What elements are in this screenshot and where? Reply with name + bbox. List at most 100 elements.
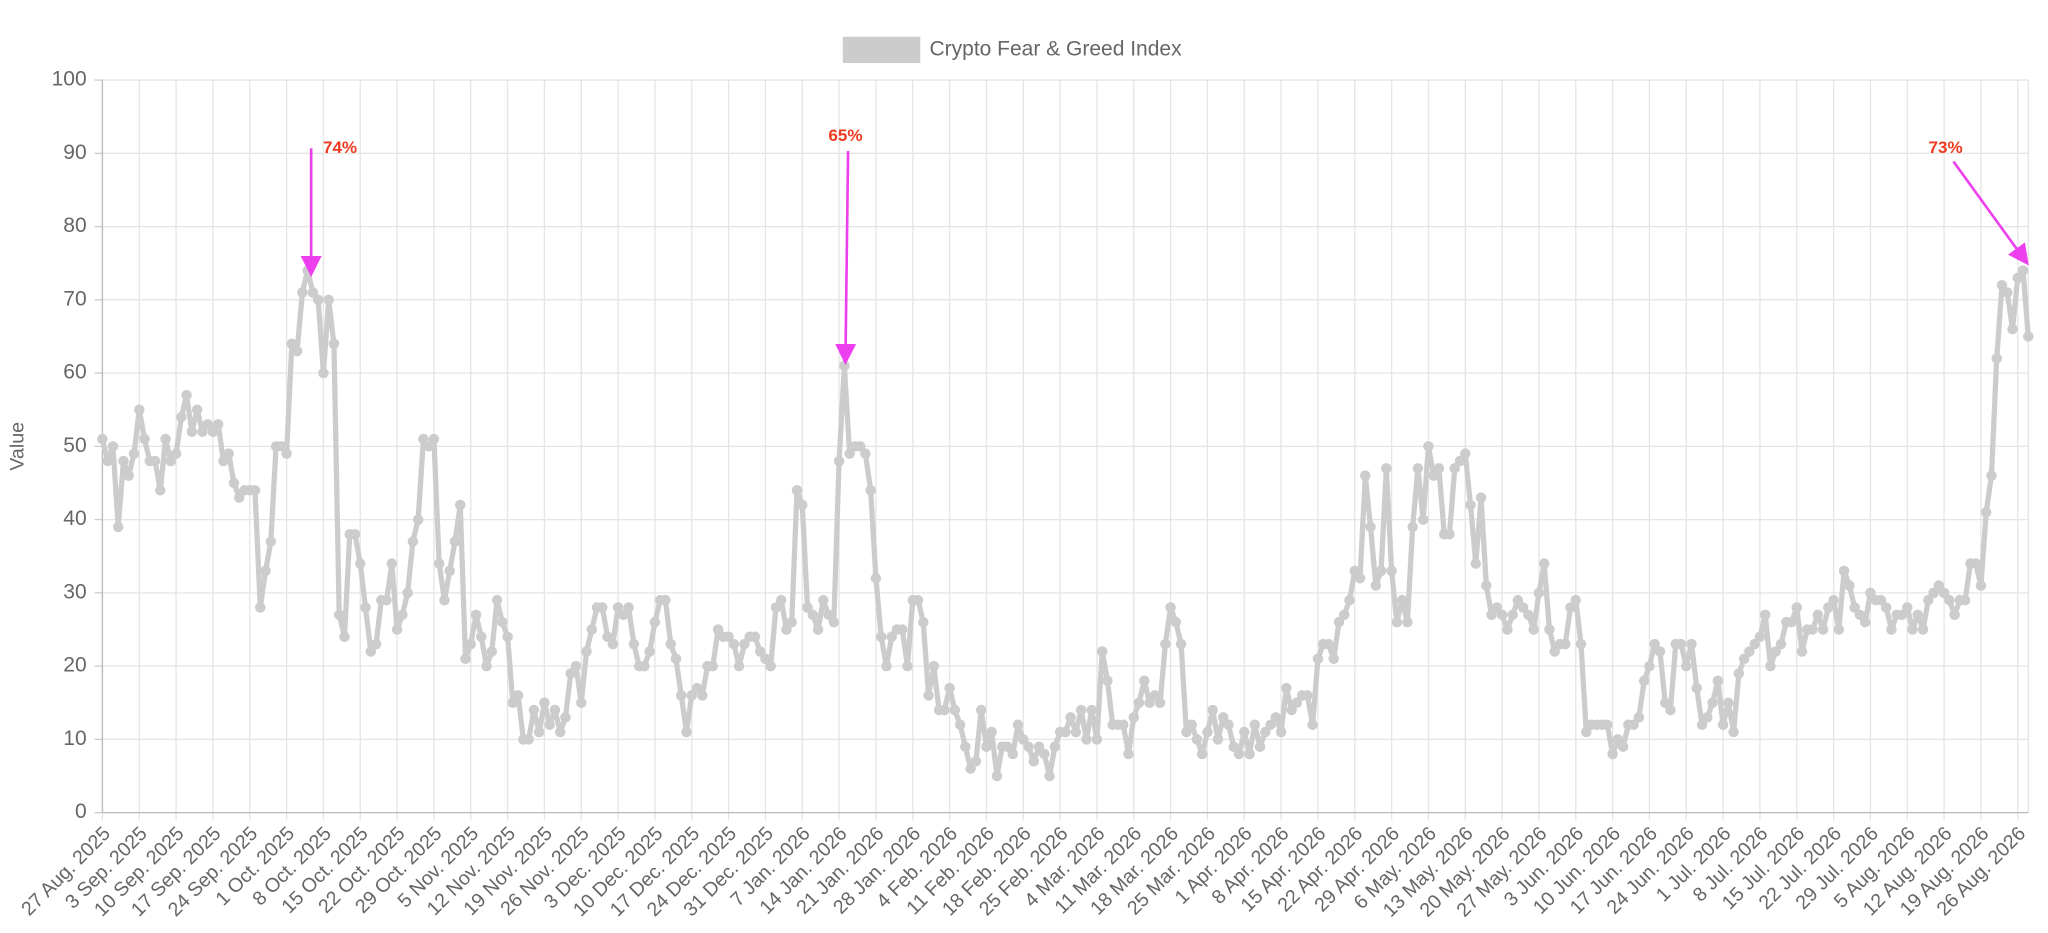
data-point [339,631,350,643]
data-point [207,426,219,437]
data-point [212,419,224,430]
data-point [1502,624,1513,635]
data-point [397,609,408,621]
data-point [1875,594,1887,606]
data-point [912,594,924,606]
series-line [99,267,2031,779]
data-point [1975,580,1987,591]
data-point [186,426,198,437]
data-point [465,638,477,650]
data-point [1265,719,1276,730]
annotation-arrow [1952,160,2029,266]
data-point [297,287,308,298]
data-point [1170,616,1182,628]
data-point [660,594,671,606]
data-point [2012,272,2024,284]
data-point [786,616,797,628]
annotation-label: 65% [828,126,862,145]
data-point [97,433,108,445]
data-point [1659,697,1671,708]
data-point [255,602,266,613]
data-point [686,690,698,701]
data-point [902,660,913,672]
data-point [291,345,303,357]
data-point [576,697,587,708]
data-point [1160,638,1171,650]
data-point [433,558,445,569]
data-point [1244,748,1255,760]
data-point [833,455,845,467]
data-point [1796,646,1808,657]
data-point [454,499,466,511]
data-point [118,455,129,467]
data-point [881,660,892,672]
data-point [197,426,208,437]
data-point [565,668,576,679]
data-point [428,433,440,445]
data-point [328,338,340,350]
data-point [170,448,182,459]
data-point [1123,748,1134,760]
data-point [728,638,740,650]
data-point [1733,668,1745,679]
data-point [1512,594,1524,606]
data-point [1344,594,1355,606]
data-point [1486,609,1497,621]
data-point [923,690,934,701]
data-point [1702,712,1713,723]
data-point [1033,741,1045,752]
data-point [818,594,829,606]
data-point [765,660,776,672]
data-point [1765,660,1776,672]
data-point [286,338,298,350]
data-point [1202,726,1213,738]
data-point [360,602,371,613]
data-point [612,602,624,613]
data-point [533,726,545,738]
data-point [481,660,492,672]
data-point [355,558,366,569]
data-point [1023,741,1034,752]
data-point [1154,697,1166,708]
y-tick-label: 50 [63,434,86,457]
data-point [1496,609,1508,621]
data-point [1865,587,1876,599]
data-point [1144,697,1155,708]
data-point [1923,594,1934,606]
data-point [733,660,745,672]
data-point [1254,741,1266,752]
data-point [318,367,329,379]
data-point [1775,638,1787,650]
data-point [470,609,482,621]
data-point [549,704,561,716]
data-point [1370,580,1382,591]
data-point [1086,704,1097,716]
data-point [1928,587,1939,599]
data-point [1286,704,1297,716]
data-point [770,602,782,613]
data-point [386,558,398,569]
y-tick-label: 0 [75,800,87,823]
data-point [1696,719,1708,730]
data-point [875,631,887,643]
data-point [1807,624,1818,635]
data-point [1233,748,1245,760]
data-point [623,602,634,613]
data-point [1412,463,1424,474]
data-point [607,638,619,650]
data-point [1018,734,1029,745]
data-point [586,624,598,635]
data-point [2023,331,2034,342]
data-point [812,624,824,635]
data-point [486,646,498,657]
data-point [1828,594,1839,606]
data-point [391,624,403,635]
data-point [760,653,771,665]
data-point [1744,646,1755,657]
data-point [1338,609,1350,621]
data-point [102,455,113,467]
data-point [1612,734,1624,745]
data-point [1770,646,1781,657]
data-point [1060,726,1071,738]
